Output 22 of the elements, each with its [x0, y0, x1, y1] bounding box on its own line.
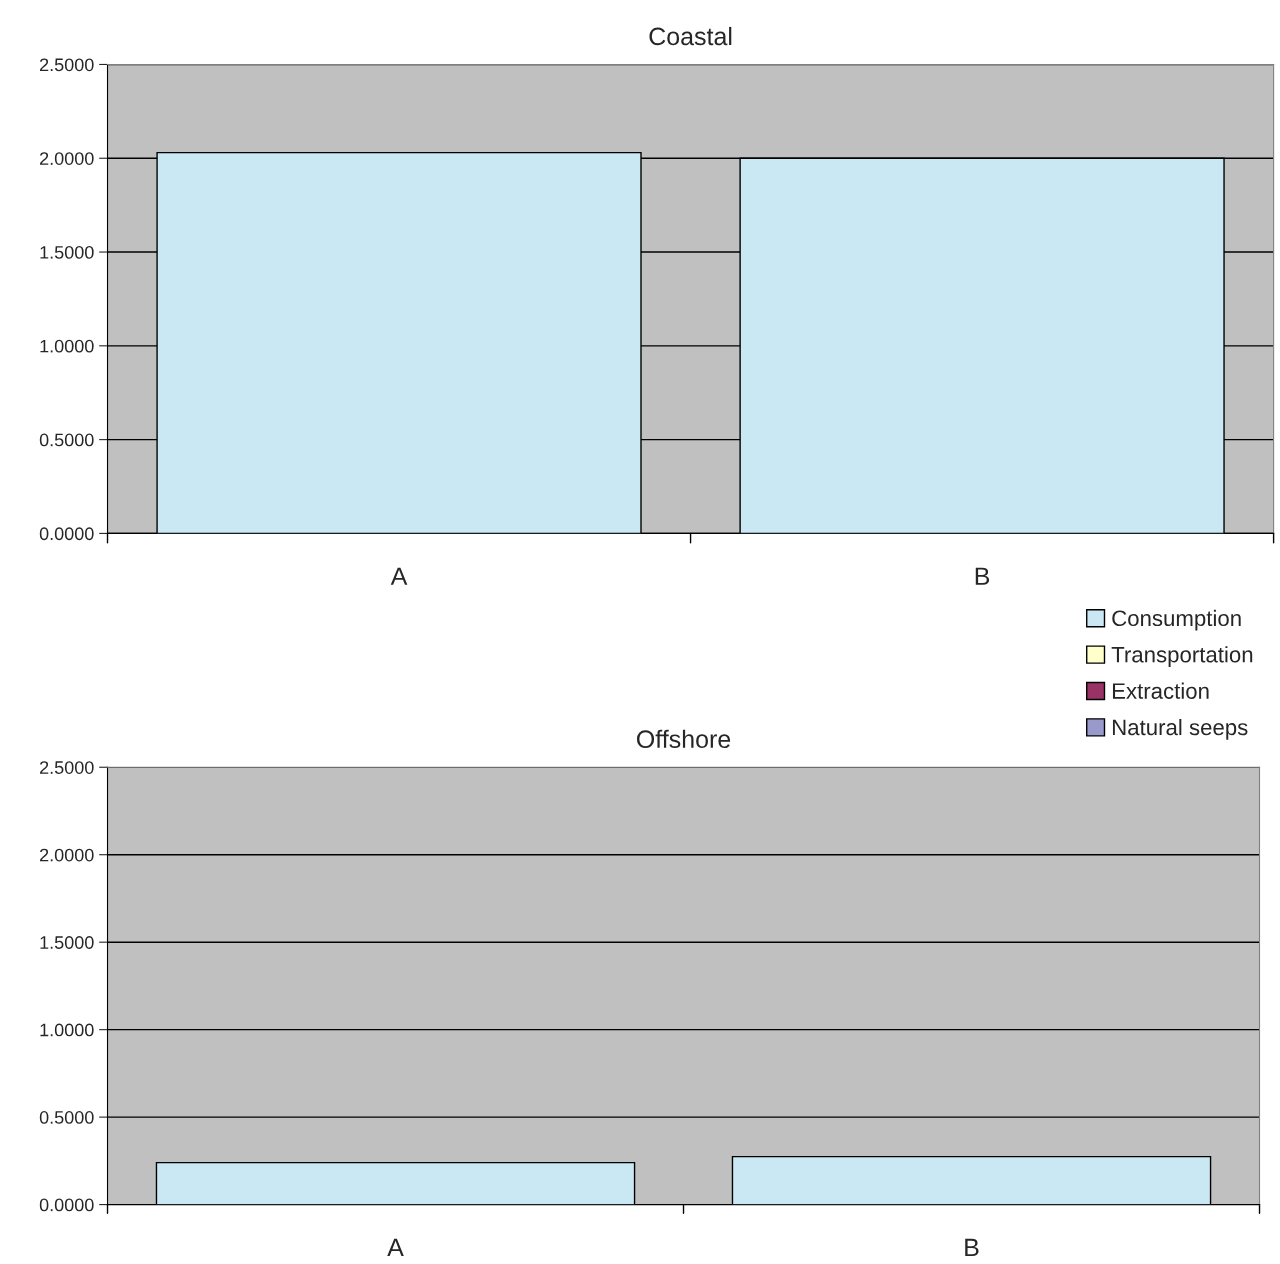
y-tick-label: 0.0000 — [39, 527, 94, 541]
y-tick-label: 1.0000 — [40, 339, 94, 353]
x-tick-label: B — [975, 567, 990, 585]
y-tick-label: 1.5000 — [40, 936, 94, 949]
y-tick-label: 0.5000 — [39, 1111, 94, 1124]
legend-label: Transportation — [1111, 646, 1253, 667]
x-tick-label: A — [387, 1238, 404, 1257]
legend-label: Consumption — [1112, 609, 1241, 631]
legend-label: Extraction — [1112, 682, 1209, 699]
y-tick-label: 1.0000 — [40, 1023, 94, 1037]
y-tick-label: 0.0000 — [39, 1198, 94, 1212]
y-tick-label: 1.5000 — [40, 245, 94, 259]
y-tick-label: 0.5000 — [39, 433, 94, 447]
y-tick-label: 2.0000 — [40, 152, 94, 165]
chart-title: Coastal — [649, 26, 732, 46]
y-tick-label: 2.5000 — [40, 58, 94, 72]
y-tick-label: 2.5000 — [40, 761, 94, 774]
y-tick-label: 2.0000 — [40, 848, 94, 862]
x-tick-label: B — [965, 1238, 979, 1257]
legend-label: Natural seeps — [1112, 718, 1248, 740]
x-tick-label: A — [390, 567, 408, 585]
chart-title: Offshore — [636, 729, 731, 749]
